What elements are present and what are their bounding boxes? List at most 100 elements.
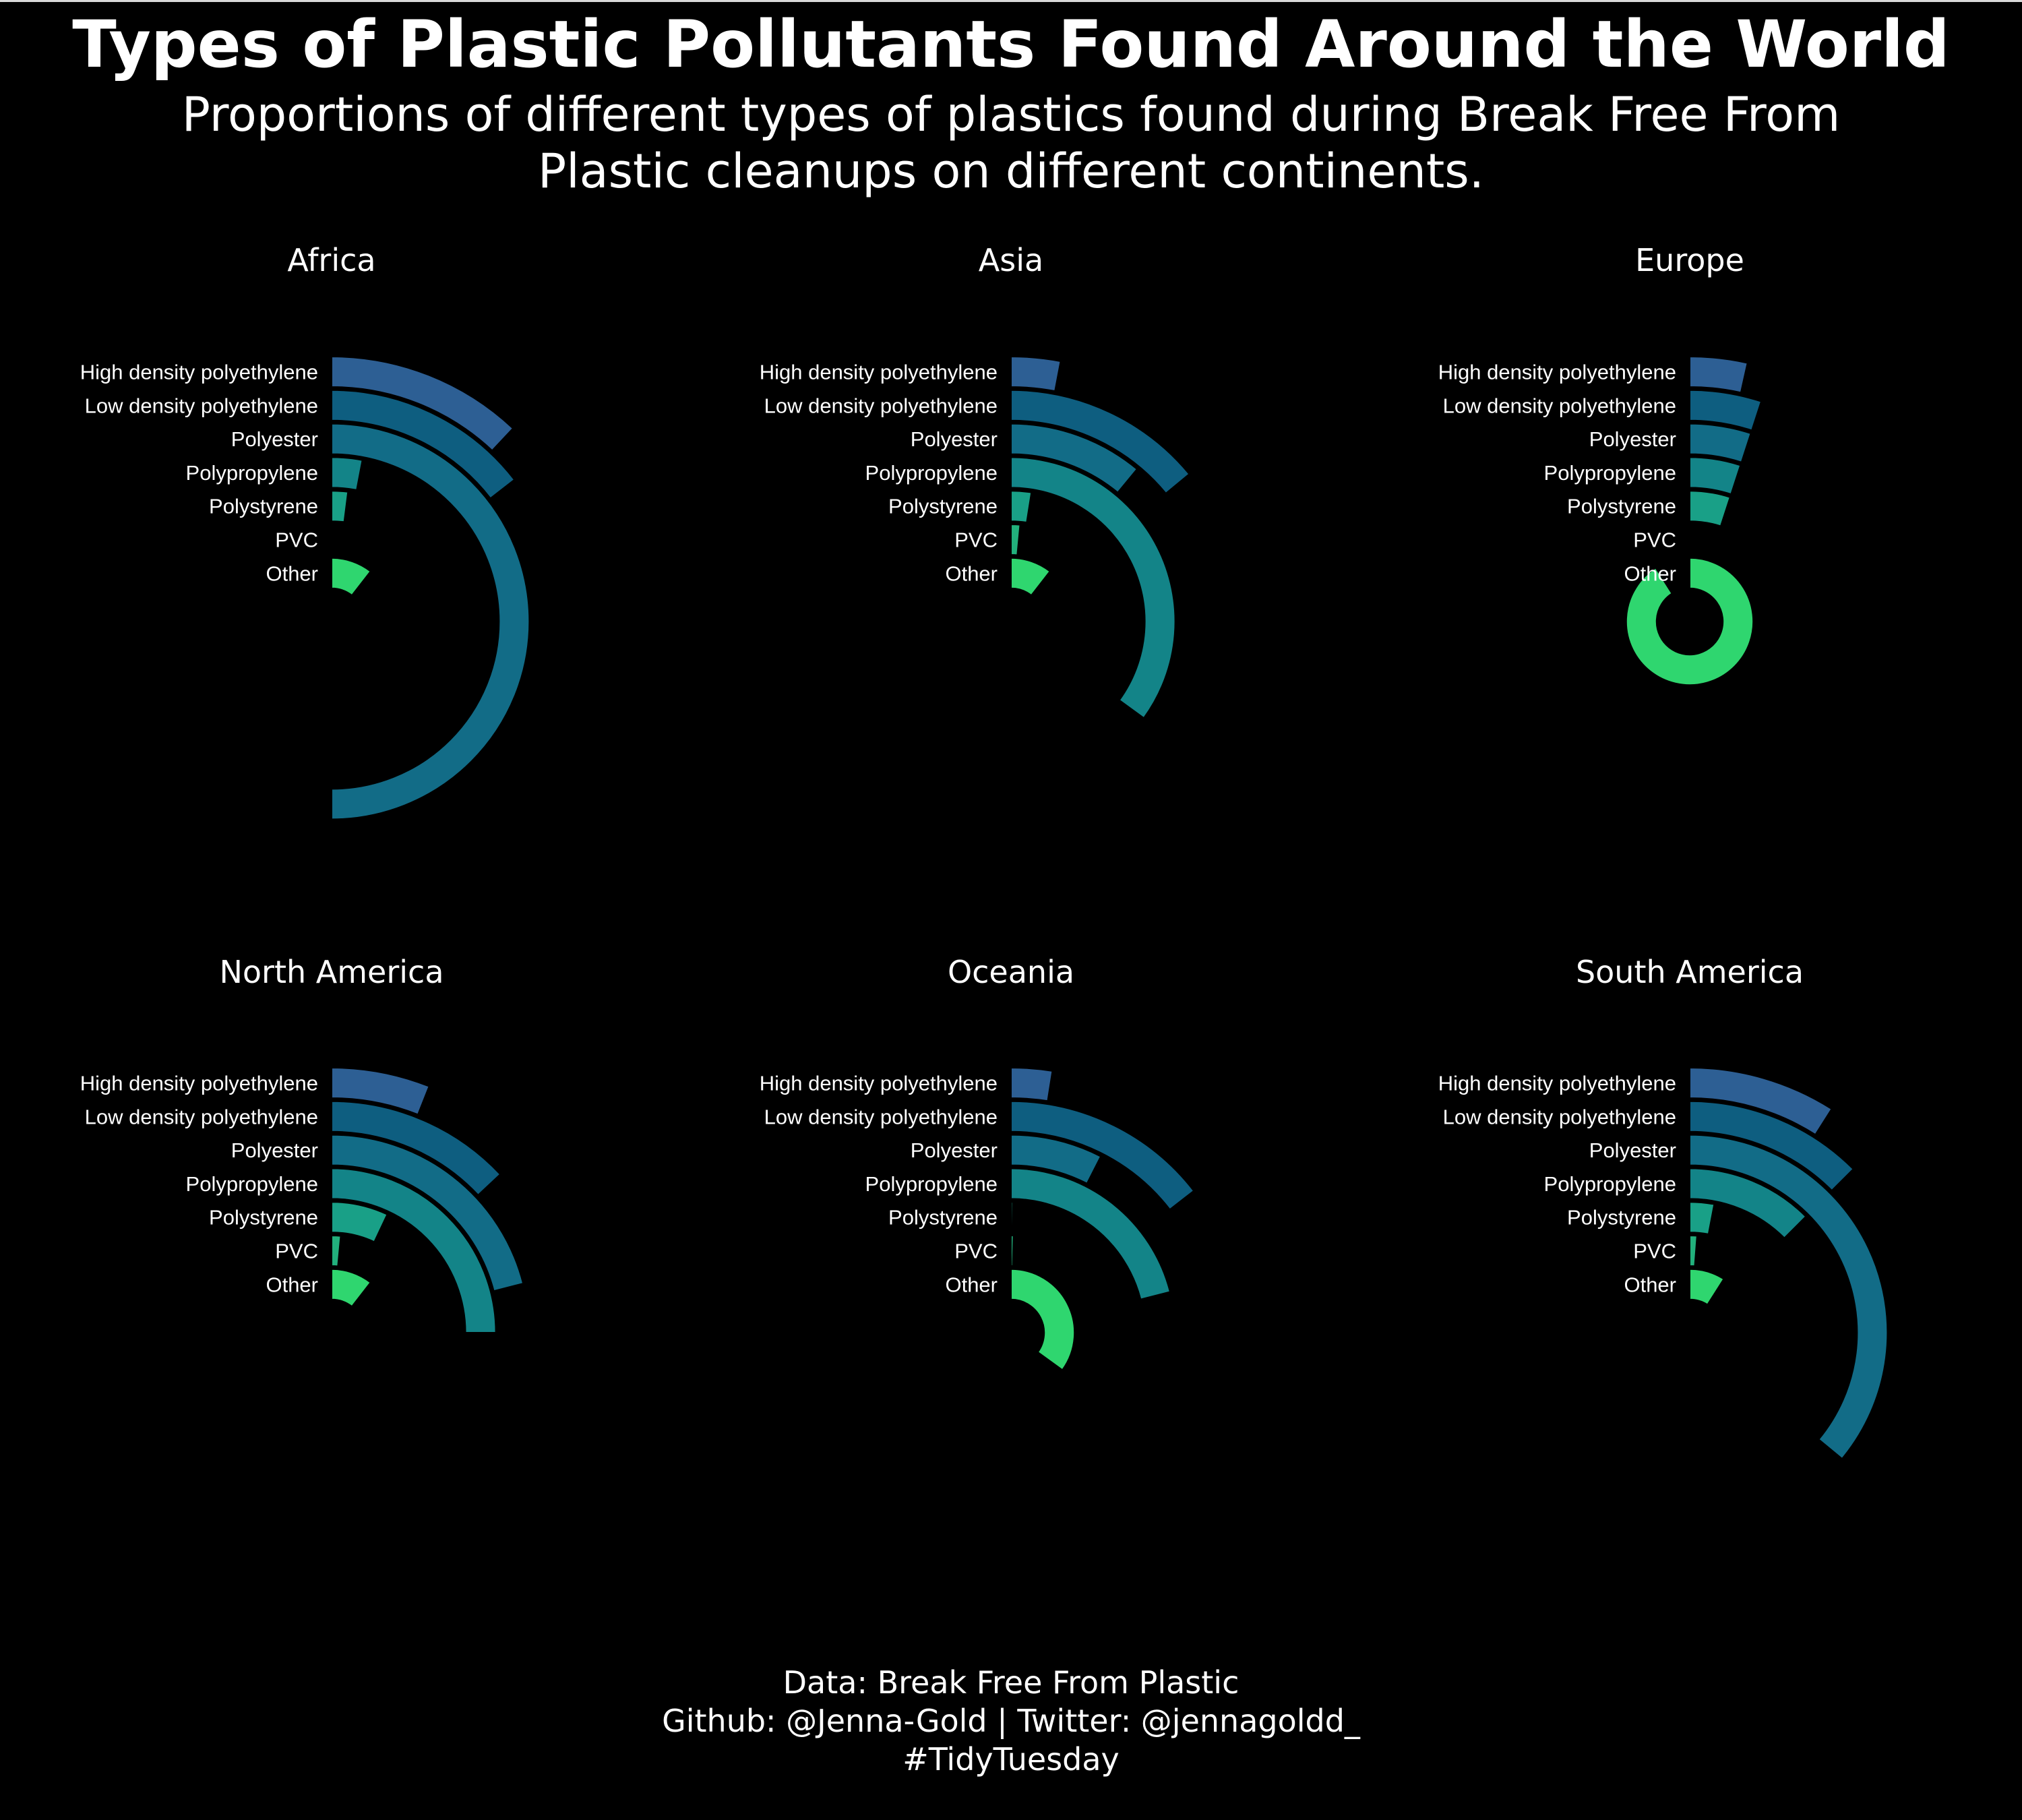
- panel-europe: Europe High density polyethylene Low densi…: [1438, 242, 1763, 686]
- bar-south-america-other: [1689, 1268, 1725, 1306]
- bar-north-america-high-density-polyethylene: [331, 1066, 430, 1116]
- bar-africa-polyester: [331, 423, 530, 820]
- panel-title-oceania: Oceania: [948, 954, 1074, 990]
- label-asia-polypropylene: Polypropylene: [865, 461, 998, 485]
- bar-asia-low-density-polyethylene: [1010, 389, 1190, 495]
- bar-asia-polypropylene: [1010, 456, 1176, 719]
- label-africa-polyester: Polyester: [231, 427, 318, 451]
- panel-title-asia: Asia: [979, 242, 1043, 278]
- bar-europe-pvc: [1689, 523, 1692, 556]
- panel-oceania: Oceania High density polyethylene Low dens…: [760, 954, 1195, 1371]
- chart-caption: Data: Break Free From Plastic Github: @J…: [0, 1664, 2022, 1779]
- bar-europe-polyester: [1689, 423, 1752, 464]
- label-africa-polypropylene: Polypropylene: [186, 461, 318, 485]
- bar-oceania-pvc: [1010, 1234, 1014, 1267]
- bar-south-america-polyester: [1689, 1134, 1889, 1460]
- label-oceania-low-density-polyethylene: Low density polyethylene: [764, 1105, 998, 1128]
- label-north-america-high-density-polyethylene: High density polyethylene: [80, 1072, 318, 1095]
- label-oceania-polystyrene: Polystyrene: [888, 1206, 998, 1230]
- label-europe-other: Other: [1624, 562, 1676, 585]
- label-oceania-other: Other: [945, 1273, 998, 1296]
- bar-oceania-polyester: [1010, 1134, 1102, 1185]
- panel-title-south-america: South America: [1576, 954, 1804, 990]
- bar-europe-other: [1625, 557, 1754, 686]
- bar-south-america-polypropylene: [1689, 1167, 1807, 1239]
- bar-north-america-low-density-polyethylene: [331, 1100, 501, 1196]
- panel-title-north-america: North America: [219, 954, 443, 990]
- label-asia-pvc: PVC: [954, 528, 998, 552]
- bar-asia-polystyrene: [1010, 490, 1033, 524]
- bar-south-america-pvc: [1689, 1234, 1698, 1267]
- label-south-america-pvc: PVC: [1633, 1240, 1676, 1263]
- bar-europe-polypropylene: [1689, 456, 1742, 495]
- label-asia-other: Other: [945, 562, 998, 585]
- caption-credits: Github: @Jenna-Gold | Twitter: @jennagol…: [662, 1703, 1360, 1739]
- bar-oceania-polypropylene: [1010, 1167, 1171, 1300]
- label-asia-high-density-polyethylene: High density polyethylene: [760, 361, 998, 384]
- label-oceania-polyester: Polyester: [911, 1139, 998, 1162]
- label-south-america-other: Other: [1624, 1273, 1676, 1296]
- panel-title-africa: Africa: [287, 242, 375, 278]
- bar-oceania-high-density-polyethylene: [1010, 1066, 1053, 1102]
- label-europe-polypropylene: Polypropylene: [1544, 461, 1676, 485]
- caption-hashtag: #TidyTuesday: [902, 1741, 1120, 1778]
- bar-europe-high-density-polyethylene: [1689, 355, 1748, 394]
- chart-subtitle: Proportions of different types of plasti…: [181, 87, 1841, 199]
- bar-oceania-low-density-polyethylene: [1010, 1100, 1195, 1211]
- label-south-america-low-density-polyethylene: Low density polyethylene: [1443, 1105, 1676, 1128]
- bar-oceania-polystyrene: [1010, 1201, 1014, 1234]
- bar-north-america-polystyrene: [331, 1201, 388, 1243]
- panel-asia: Asia High density polyethylene Low density…: [760, 242, 1190, 719]
- panel-africa: Africa High density polyethylene Low densi…: [80, 242, 530, 820]
- label-europe-pvc: PVC: [1633, 528, 1676, 552]
- bar-europe-polystyrene: [1689, 490, 1732, 527]
- label-europe-low-density-polyethylene: Low density polyethylene: [1443, 394, 1676, 417]
- bar-africa-low-density-polyethylene: [331, 389, 516, 499]
- panel-south-america: South America High density polyethylene Lo…: [1438, 954, 1889, 1460]
- label-north-america-polystyrene: Polystyrene: [209, 1206, 318, 1230]
- label-europe-high-density-polyethylene: High density polyethylene: [1438, 361, 1676, 384]
- chart-title: Types of Plastic Pollutants Found Around…: [72, 7, 1950, 82]
- label-africa-pvc: PVC: [275, 528, 318, 552]
- label-africa-high-density-polyethylene: High density polyethylene: [80, 361, 318, 384]
- bar-asia-high-density-polyethylene: [1010, 355, 1062, 392]
- label-asia-polyester: Polyester: [911, 427, 998, 451]
- bar-africa-other: [331, 557, 372, 597]
- label-south-america-polystyrene: Polystyrene: [1567, 1206, 1676, 1230]
- bar-south-america-polystyrene: [1689, 1201, 1715, 1236]
- label-asia-polystyrene: Polystyrene: [888, 495, 998, 518]
- bar-south-america-high-density-polyethylene: [1689, 1066, 1833, 1136]
- label-north-america-polyester: Polyester: [231, 1139, 318, 1162]
- label-europe-polyester: Polyester: [1589, 427, 1676, 451]
- label-oceania-pvc: PVC: [954, 1240, 998, 1263]
- label-north-america-pvc: PVC: [275, 1240, 318, 1263]
- label-north-america-low-density-polyethylene: Low density polyethylene: [85, 1105, 318, 1128]
- bar-south-america-low-density-polyethylene: [1689, 1100, 1855, 1192]
- bar-europe-low-density-polyethylene: [1689, 389, 1763, 431]
- label-oceania-polypropylene: Polypropylene: [865, 1172, 998, 1196]
- panel-title-europe: Europe: [1635, 242, 1744, 278]
- bar-north-america-polyester: [331, 1134, 524, 1292]
- label-south-america-high-density-polyethylene: High density polyethylene: [1438, 1072, 1676, 1095]
- label-asia-low-density-polyethylene: Low density polyethylene: [764, 394, 998, 417]
- label-africa-polystyrene: Polystyrene: [209, 495, 318, 518]
- bar-north-america-polypropylene: [331, 1167, 497, 1333]
- bar-north-america-other: [331, 1268, 372, 1308]
- label-africa-low-density-polyethylene: Low density polyethylene: [85, 394, 318, 417]
- bar-africa-polypropylene: [331, 456, 363, 491]
- bar-north-america-pvc: [331, 1234, 342, 1267]
- label-oceania-high-density-polyethylene: High density polyethylene: [760, 1072, 998, 1095]
- bar-asia-pvc: [1010, 523, 1021, 556]
- label-north-america-polypropylene: Polypropylene: [186, 1172, 318, 1196]
- label-south-america-polyester: Polyester: [1589, 1139, 1676, 1162]
- label-europe-polystyrene: Polystyrene: [1567, 495, 1676, 518]
- bar-oceania-other: [1010, 1268, 1076, 1371]
- label-south-america-polypropylene: Polypropylene: [1544, 1172, 1676, 1196]
- panel-north-america: North America High density polyethylene Lo…: [80, 954, 524, 1333]
- bar-africa-polystyrene: [331, 490, 349, 523]
- label-africa-other: Other: [266, 562, 318, 585]
- label-north-america-other: Other: [266, 1273, 318, 1296]
- caption-source: Data: Break Free From Plastic: [783, 1664, 1239, 1701]
